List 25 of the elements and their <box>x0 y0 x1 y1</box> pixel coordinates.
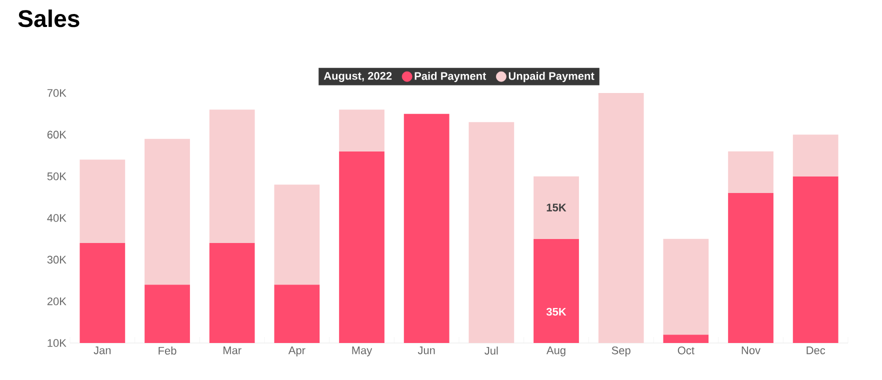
y-tick-label: 50K <box>47 172 66 180</box>
data-label: 35K <box>546 308 566 316</box>
x-tick-label: May <box>352 346 372 356</box>
x-tick-label: Feb <box>158 346 176 355</box>
y-tick-label: 60K <box>47 130 66 139</box>
legend-label: Unpaid Payment <box>508 72 594 82</box>
x-tick-label: Sep <box>612 346 630 356</box>
x-tick-label: Oct <box>678 346 694 354</box>
data-label: 15K <box>546 204 566 212</box>
x-tick-label: Dec <box>806 346 826 354</box>
x-tick-label: Jan <box>94 346 111 354</box>
y-tick-label: 30K <box>47 256 66 264</box>
y-tick-label: 20K <box>47 297 66 306</box>
chart-title: Sales <box>18 10 80 28</box>
x-tick-label: Jul <box>484 346 498 355</box>
x-tick-label: Jun <box>418 346 435 354</box>
x-tick-label: Aug <box>546 346 566 356</box>
x-tick-label: Mar <box>224 346 242 354</box>
legend-label: Paid Payment <box>414 72 486 82</box>
y-tick-label: 70K <box>47 89 66 97</box>
y-tick-label: 40K <box>47 214 66 222</box>
legend-title: August, 2022 <box>324 72 392 82</box>
x-tick-label: Apr <box>288 346 306 356</box>
x-tick-label: Nov <box>742 346 760 354</box>
y-tick-label: 10K <box>48 339 66 347</box>
